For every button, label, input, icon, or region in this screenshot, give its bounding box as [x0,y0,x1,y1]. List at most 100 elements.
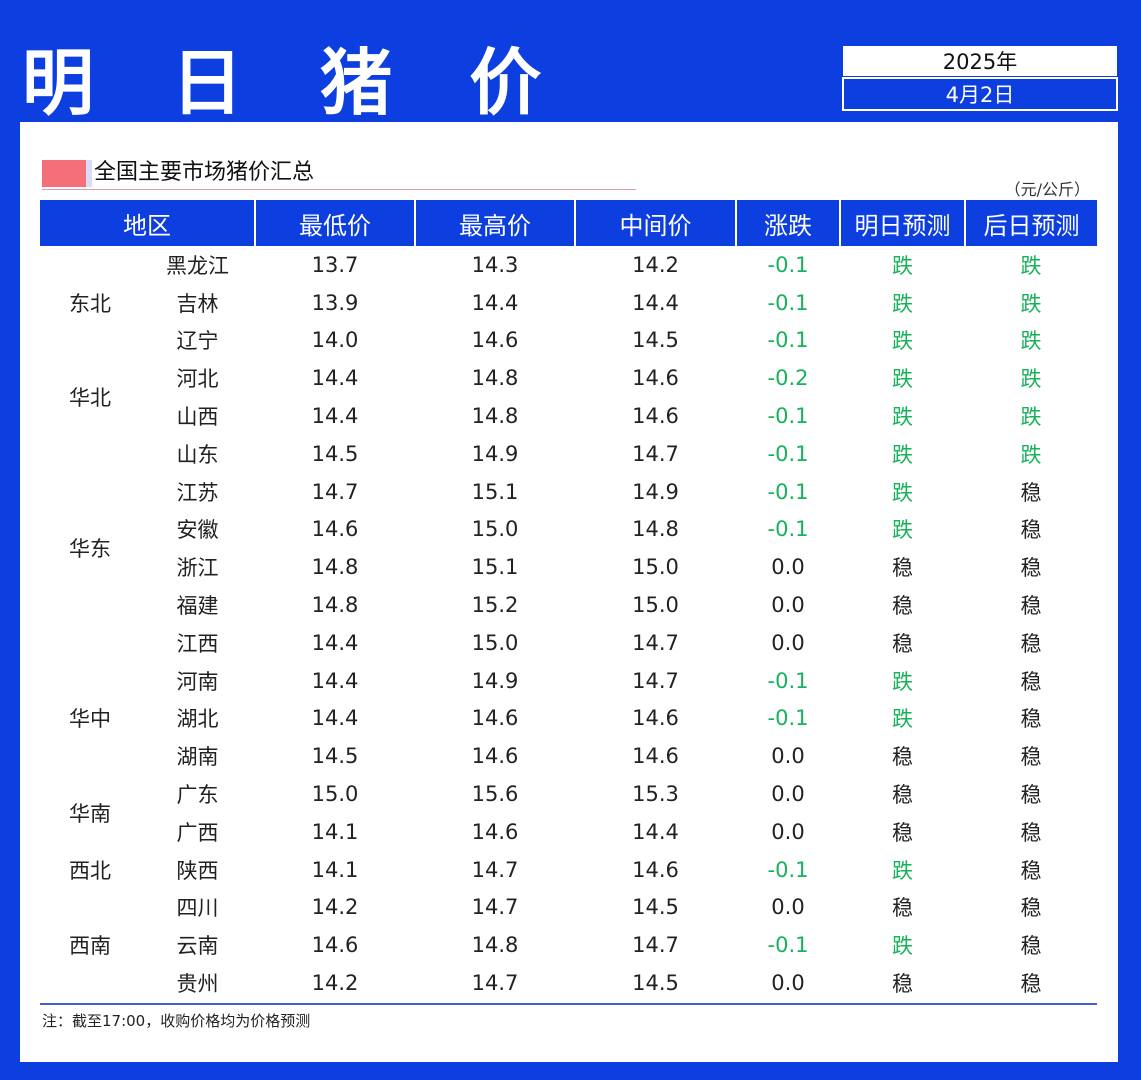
dayafter-forecast-cell: 跌 [1020,442,1042,467]
tomorrow-forecast-cell: 稳 [892,820,913,845]
province-cell: 湖北 [176,707,219,732]
high-price-cell: 14.3 [471,252,519,277]
table-row: 湖北 14.4 14.6 14.6 -0.1 跌 稳 [40,700,1097,738]
table-row: 江西 14.4 15.0 14.7 0.0 稳 稳 [40,624,1097,662]
high-price-cell: 15.2 [471,593,519,618]
mid-price-cell: 14.2 [632,252,679,277]
year-label: 2025年 [842,45,1118,77]
change-cell: -0.1 [767,706,809,731]
change-cell: -0.1 [767,328,809,353]
mid-price-cell: 14.9 [632,479,679,504]
table-header-row: 地区 最低价 最高价 中间价 涨跌 明日预测 后日预测 [40,200,1097,246]
region-cell: 华中 [69,707,111,732]
province-cell: 山西 [176,405,219,430]
mid-price-cell: 14.6 [632,857,679,882]
change-cell: 0.0 [771,593,805,618]
section-marker-shadow [86,160,92,187]
table-row: 湖南 14.5 14.6 14.6 0.0 稳 稳 [40,737,1097,775]
low-price-cell: 13.9 [311,290,359,315]
region-cell: 西北 [69,858,111,883]
tomorrow-forecast-cell: 跌 [892,291,913,316]
province-cell: 广东 [176,783,219,808]
dayafter-forecast-cell: 稳 [1020,934,1042,959]
low-price-cell: 14.8 [311,555,359,580]
table-row: 广西 14.1 14.6 14.4 0.0 稳 稳 [40,813,1097,851]
low-price-cell: 14.1 [311,819,359,844]
high-price-cell: 14.6 [471,328,519,353]
mid-price-cell: 15.3 [632,782,679,807]
mid-price-cell: 14.6 [632,366,679,391]
table-row: 辽宁 14.0 14.6 14.5 -0.1 跌 跌 [40,322,1097,360]
change-cell: -0.1 [767,290,809,315]
mid-price-cell: 14.7 [632,668,679,693]
mid-price-cell: 14.5 [632,971,679,996]
dayafter-forecast-cell: 跌 [1020,367,1042,392]
high-price-cell: 14.4 [471,290,519,315]
province-cell: 江苏 [176,480,219,505]
table-row: 江苏 14.7 15.1 14.9 -0.1 跌 稳 [40,473,1097,511]
tomorrow-forecast-cell: 跌 [892,518,913,543]
mid-price-cell: 14.5 [632,328,679,353]
mid-price-cell: 14.6 [632,706,679,731]
section-underline [42,189,636,190]
mid-price-cell: 15.0 [632,555,679,580]
high-price-cell: 14.7 [471,857,519,882]
table-row: 东北 黑龙江 13.7 14.3 14.2 -0.1 跌跌 [40,246,1097,316]
dayafter-forecast-cell: 稳 [1020,518,1042,543]
change-cell: -0.1 [767,933,809,958]
table-row: 山西 14.4 14.8 14.6 -0.1 跌 跌 [40,397,1097,435]
province-cell: 山东 [176,442,219,467]
region-cell: 华北 [69,386,111,411]
high-price-cell: 15.0 [471,517,519,542]
province-cell: 四川 [176,896,219,921]
change-cell: -0.1 [767,857,809,882]
tomorrow-forecast-cell: 跌 [892,329,913,354]
low-price-cell: 14.4 [311,366,359,391]
unit-label: （元/公斤） [1004,180,1090,199]
date-label: 4月2日 [842,77,1118,111]
tomorrow-forecast-cell: 稳 [892,972,913,997]
high-price-cell: 14.8 [471,933,519,958]
low-price-cell: 14.2 [311,971,359,996]
change-cell: -0.1 [767,252,809,277]
low-price-cell: 14.0 [311,328,359,353]
low-price-cell: 14.6 [311,517,359,542]
province-cell: 安徽 [176,518,219,543]
column-header: 涨跌 [735,200,840,246]
province-cell: 贵州 [176,972,219,997]
region-cell: 东北 [69,291,111,316]
price-card: 全国主要市场猪价汇总 （元/公斤） 地区 最低价 最高价 中间价 涨跌 明日预测… [20,122,1118,1062]
change-cell: -0.1 [767,479,809,504]
low-price-cell: 14.4 [311,706,359,731]
high-price-cell: 14.6 [471,706,519,731]
tomorrow-forecast-cell: 稳 [892,594,913,619]
province-cell: 云南 [176,934,219,959]
change-cell: -0.1 [767,668,809,693]
mid-price-cell: 14.4 [632,290,679,315]
province-cell: 湖南 [176,745,219,770]
column-header: 最高价 [414,200,575,246]
dayafter-forecast-cell: 稳 [1020,745,1042,770]
province-cell: 福建 [176,594,219,619]
region-cell: 西南 [69,934,111,959]
date-box: 2025年 4月2日 [842,45,1118,111]
tomorrow-forecast-cell: 跌 [892,858,913,883]
tomorrow-forecast-cell: 稳 [892,556,913,581]
tomorrow-forecast-cell: 跌 [892,367,913,392]
table-row: 吉林 13.9 14.4 14.4 -0.1 跌 跌 [40,284,1097,322]
change-cell: -0.1 [767,404,809,429]
low-price-cell: 14.4 [311,404,359,429]
table-row: 浙江 14.8 15.1 15.0 0.0 稳 稳 [40,548,1097,586]
table-row: 西北 陕西 14.1 14.7 14.6 -0.1 跌 稳 [40,851,1097,889]
tomorrow-forecast-cell: 稳 [892,745,913,770]
table-row: 华中 河南 14.4 14.9 14.7 -0.1 跌稳 [40,662,1097,732]
province-cell: 辽宁 [176,329,219,354]
province-cell: 黑龙江 [166,253,229,278]
tomorrow-forecast-cell: 跌 [892,405,913,430]
low-price-cell: 14.5 [311,744,359,769]
low-price-cell: 14.5 [311,441,359,466]
column-header: 明日预测 [839,200,965,246]
high-price-cell: 14.9 [471,668,519,693]
price-table: 地区 最低价 最高价 中间价 涨跌 明日预测 后日预测 东北 黑龙江 13.7 14.… [40,200,1097,1002]
high-price-cell: 15.1 [471,479,519,504]
